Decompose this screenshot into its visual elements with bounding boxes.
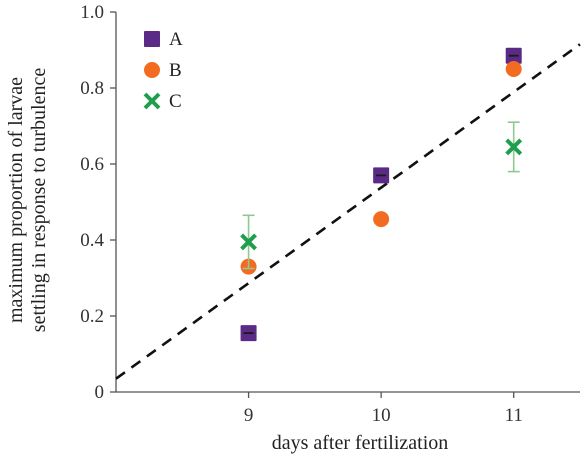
x-tick-label: 9 [244,405,254,426]
x-tick-label: 11 [505,405,523,426]
series-C [240,121,523,270]
axis-titles: days after fertilization maximum proporti… [5,68,448,454]
legend-label: A [169,29,183,50]
y-tick-label: 0.8 [80,78,104,99]
legend-label: B [169,60,182,81]
x-axis-title: days after fertilization [272,432,449,454]
legend: ABC [143,29,183,112]
point-x-marker-stroke [240,233,257,251]
y-tick-label: 1.0 [80,2,104,23]
data-marks [240,47,523,342]
point-x-marker-stroke [505,138,523,156]
point-circle-marker [505,61,522,77]
y-tick-label: 0 [95,382,105,403]
x-tick-label: 10 [372,405,391,426]
y-tick-label: 0.6 [80,154,104,175]
y-axis-title-line1: maximum proportion of larvae [5,77,27,323]
trendline-dashed [115,43,581,380]
trendline-layer [115,43,581,380]
legend-C-x-marker-stroke [143,92,161,110]
series-A [240,47,522,342]
y-axis-title-line2: settling in response to turbulence [28,68,50,333]
axes: 0 0.2 0.4 0.6 0.8 1.0 9 10 11 [80,2,580,426]
y-tick-label: 0.2 [80,306,104,327]
legend-A-square-marker [144,31,160,47]
y-tick-label: 0.4 [80,230,104,251]
legend-label: C [169,91,182,112]
point-circle-marker [373,211,390,228]
legend-B-circle-marker [144,62,160,78]
